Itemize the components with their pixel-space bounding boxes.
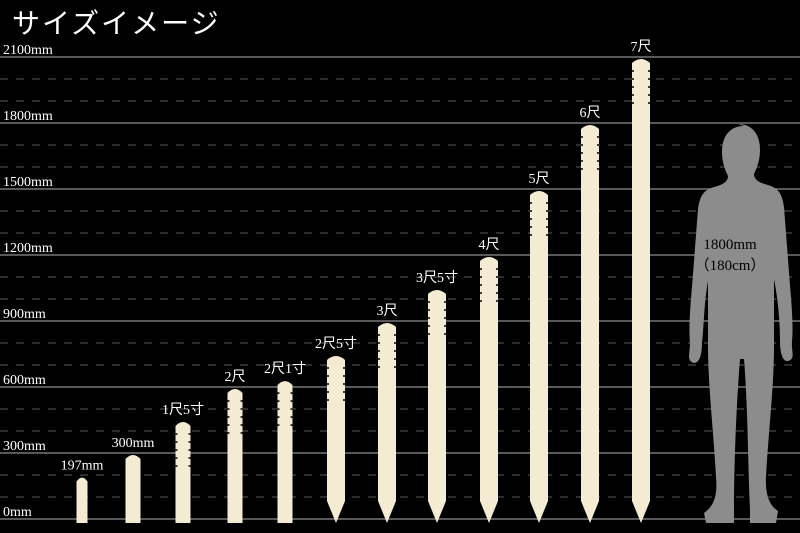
bar-label: 5尺 bbox=[529, 171, 550, 187]
bar-label: 2尺5寸 bbox=[315, 336, 357, 352]
bar-mark bbox=[327, 356, 345, 523]
y-tick-label: 300mm bbox=[3, 439, 46, 454]
bar-label: 4尺 bbox=[479, 237, 500, 253]
human-height-cm-label: （180cm） bbox=[695, 257, 766, 274]
bar-7: 3尺 bbox=[377, 303, 398, 523]
y-tick-label: 2100mm bbox=[3, 43, 53, 58]
human-height-label: 1800mm bbox=[703, 237, 757, 253]
bar-label: 3尺 bbox=[377, 303, 398, 319]
chart-title: サイズイメージ bbox=[12, 7, 221, 40]
y-tick-label: 1800mm bbox=[3, 109, 53, 124]
y-tick-label: 900mm bbox=[3, 307, 46, 322]
human-figure-icon bbox=[689, 124, 793, 523]
bar-6: 2尺5寸 bbox=[315, 336, 357, 523]
bar-mark bbox=[428, 290, 446, 523]
y-tick-label: 1500mm bbox=[3, 175, 53, 190]
bar-11: 6尺 bbox=[580, 105, 601, 523]
bar-10: 5尺 bbox=[529, 171, 550, 523]
bar-label: 3尺5寸 bbox=[416, 270, 458, 286]
y-tick-label: 1200mm bbox=[3, 241, 53, 256]
y-tick-label: 0mm bbox=[3, 505, 32, 520]
bar-mark bbox=[632, 59, 650, 523]
bar-mark bbox=[227, 389, 243, 523]
human-silhouette: 1800mm （180cm） bbox=[689, 124, 793, 523]
bar-mark bbox=[175, 422, 191, 523]
bar-mark bbox=[125, 455, 141, 523]
y-tick-label: 600mm bbox=[3, 373, 46, 388]
bar-9: 4尺 bbox=[479, 237, 500, 523]
bar-5: 2尺1寸 bbox=[264, 361, 306, 523]
bar-mark bbox=[530, 191, 548, 523]
bar-label: 6尺 bbox=[580, 105, 601, 121]
bar-mark bbox=[480, 257, 498, 523]
bar-mark bbox=[76, 477, 88, 523]
bar-mark bbox=[277, 381, 293, 523]
bar-label: 197mm bbox=[61, 459, 104, 474]
bar-3: 1尺5寸 bbox=[162, 402, 204, 523]
bar-2: 300mm bbox=[112, 436, 155, 523]
bar-8: 3尺5寸 bbox=[416, 270, 458, 523]
bar-label: 1尺5寸 bbox=[162, 402, 204, 418]
bar-label: 300mm bbox=[112, 436, 155, 451]
bar-4: 2尺 bbox=[225, 369, 246, 523]
bar-label: 7尺 bbox=[631, 39, 652, 55]
bar-1: 197mm bbox=[61, 459, 104, 523]
bar-mark bbox=[581, 125, 599, 523]
bar-label: 2尺 bbox=[225, 369, 246, 385]
bar-12: 7尺 bbox=[631, 39, 652, 523]
bar-mark bbox=[378, 323, 396, 523]
bar-label: 2尺1寸 bbox=[264, 361, 306, 377]
